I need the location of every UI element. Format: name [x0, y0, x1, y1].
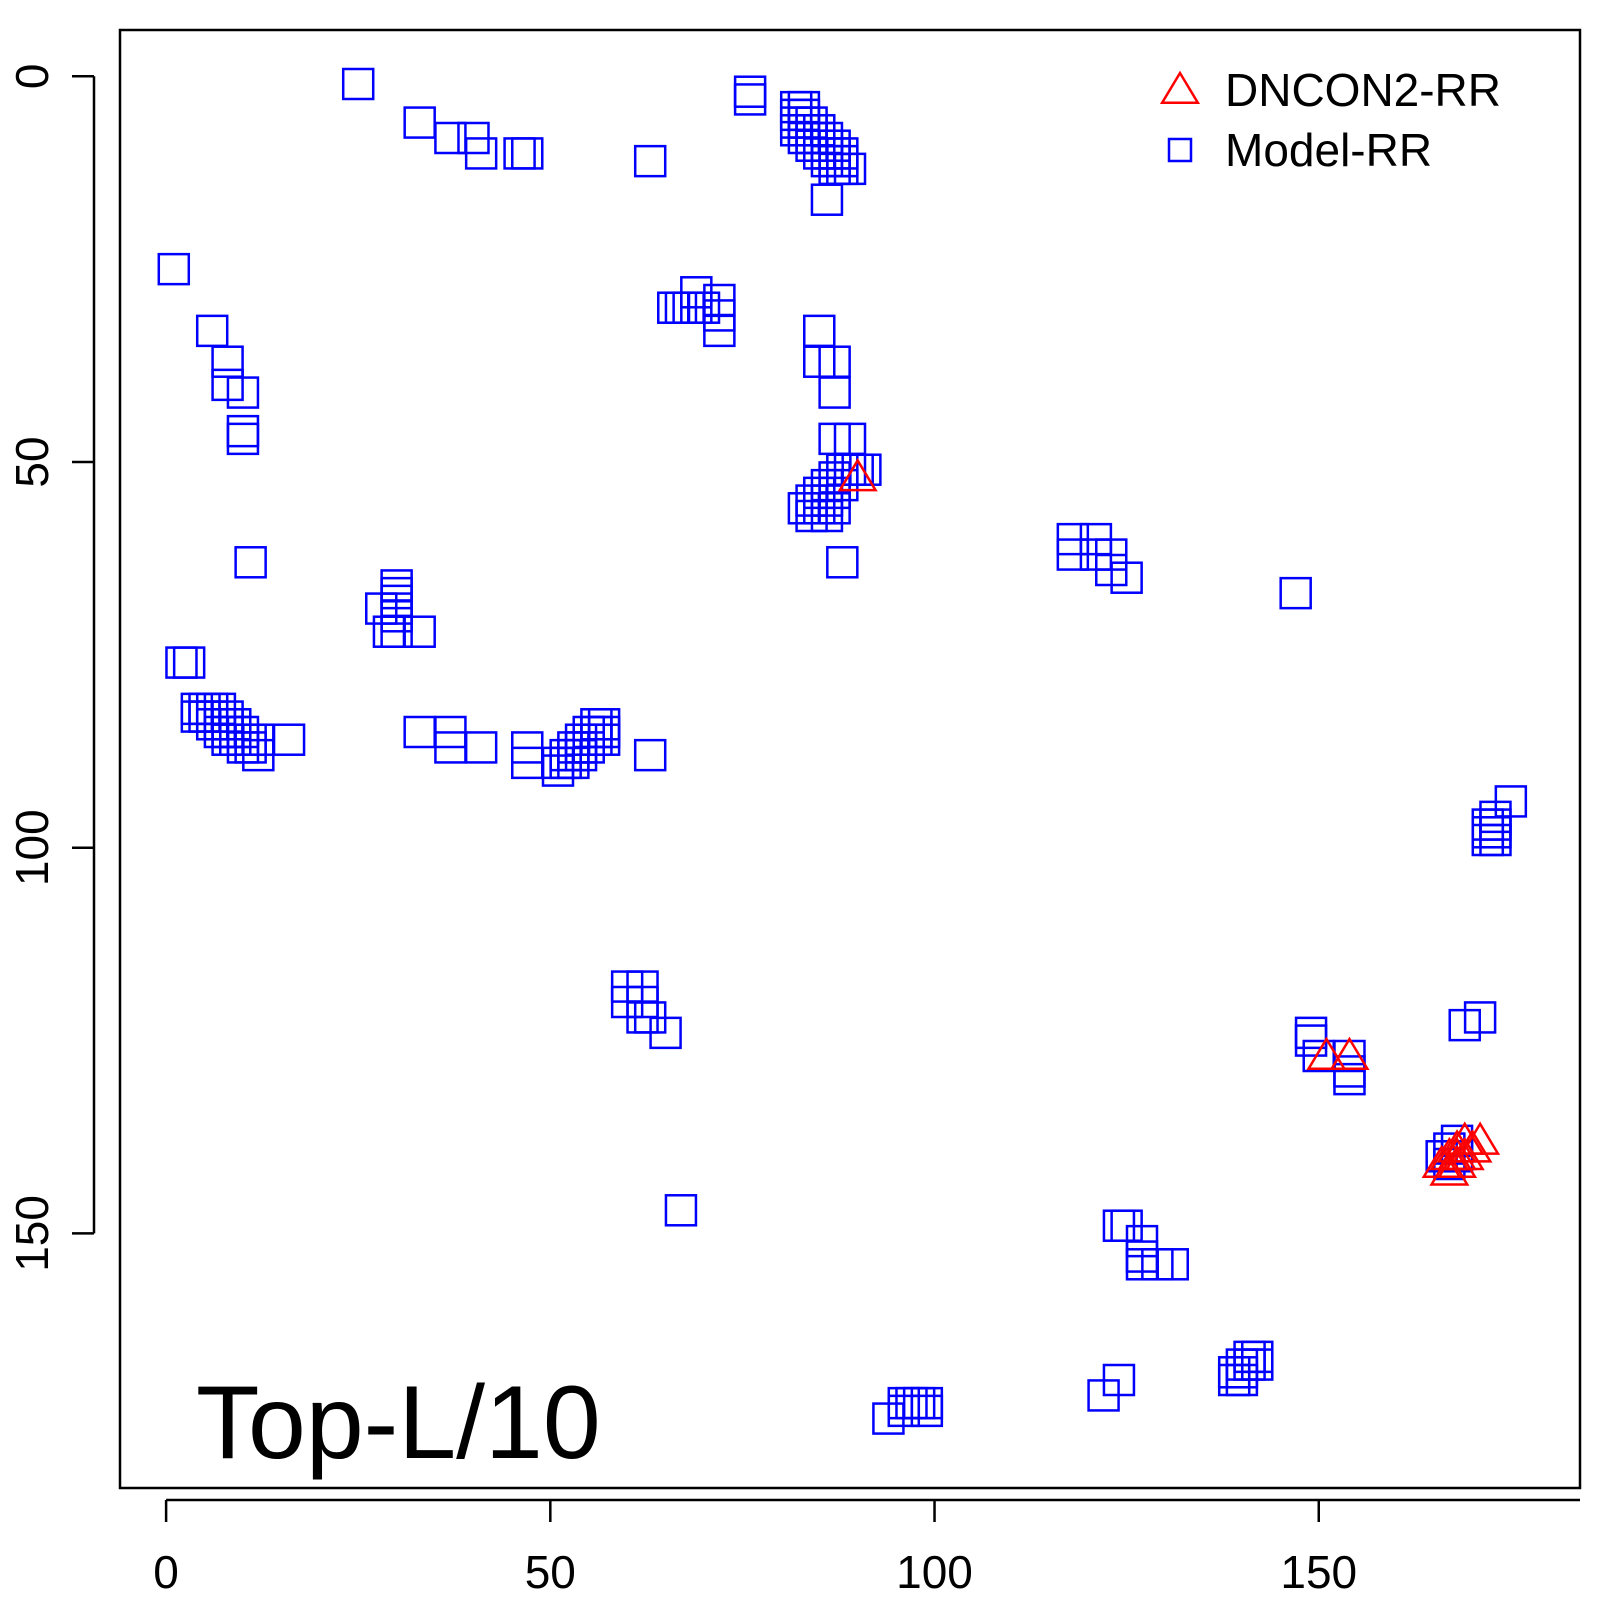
legend-marker — [1159, 70, 1201, 104]
point-square — [380, 615, 413, 648]
x-tick-label: 0 — [153, 1546, 179, 1598]
point-square — [195, 314, 229, 348]
point-triangle — [837, 457, 878, 492]
point-square — [403, 715, 436, 749]
point-square — [165, 646, 198, 679]
point-square — [1479, 823, 1512, 857]
legend-label: DNCON2-RR — [1225, 64, 1501, 116]
point-triangle — [1329, 1036, 1370, 1070]
point-square — [1294, 1016, 1328, 1050]
point-square — [1102, 1363, 1136, 1397]
point-square — [1241, 1348, 1274, 1381]
point-square — [1333, 1062, 1366, 1096]
point-triangle — [1452, 1129, 1493, 1163]
point-square — [503, 137, 536, 170]
point-square — [833, 152, 867, 186]
point-square — [703, 314, 736, 348]
point-square — [464, 137, 498, 170]
plot-frame — [118, 28, 1582, 1490]
y-tick-label: 50 — [6, 436, 58, 487]
x-tick-label: 100 — [896, 1546, 973, 1598]
point-square — [633, 144, 667, 178]
point-square — [234, 546, 267, 579]
point-square — [511, 137, 544, 170]
point-square — [633, 738, 667, 772]
y-tick-label: 150 — [6, 1195, 58, 1272]
series-dncon2-rr — [837, 457, 1501, 1186]
x-axis: 0 50 100 150 — [153, 1498, 1580, 1598]
point-square — [403, 106, 436, 139]
y-tick-label: 100 — [6, 809, 58, 886]
point-square — [341, 67, 375, 101]
point-square — [157, 252, 191, 286]
point-square — [403, 615, 436, 648]
point-square — [664, 1194, 698, 1227]
y-axis: 0 50 100 150 — [6, 63, 96, 1272]
point-triangle — [1460, 1121, 1501, 1155]
point-square — [1156, 1248, 1189, 1281]
legend-label: Model-RR — [1225, 124, 1432, 176]
legend: DNCON2-RR Model-RR — [1159, 64, 1501, 176]
point-square — [272, 723, 306, 756]
point-square — [464, 731, 498, 764]
point-square — [1463, 1001, 1497, 1034]
point-square — [587, 723, 621, 756]
point-triangle — [1306, 1036, 1347, 1070]
data-points — [157, 67, 1528, 1435]
x-tick-label: 50 — [525, 1546, 576, 1598]
y-tick-label: 0 — [6, 63, 58, 89]
point-square — [1279, 576, 1312, 610]
x-tick-label: 150 — [1280, 1546, 1357, 1598]
legend-marker — [1167, 137, 1193, 163]
point-square — [649, 1016, 682, 1050]
point-square — [826, 546, 859, 579]
point-square — [226, 422, 260, 456]
point-square — [733, 75, 767, 108]
chart-annotation: Top-L/10 — [196, 1365, 601, 1481]
point-square — [910, 1394, 944, 1428]
point-square — [211, 345, 244, 378]
point-square — [733, 83, 767, 116]
point-square — [1110, 561, 1143, 594]
point-square — [434, 121, 467, 155]
point-square — [234, 731, 267, 764]
point-square — [810, 183, 844, 216]
series-model-rr — [157, 67, 1528, 1435]
point-square — [172, 646, 206, 679]
point-square — [818, 376, 851, 409]
point-square — [818, 492, 851, 525]
point-square — [226, 414, 260, 448]
point-square — [803, 314, 836, 348]
point-square — [226, 376, 260, 409]
point-square — [849, 453, 882, 486]
